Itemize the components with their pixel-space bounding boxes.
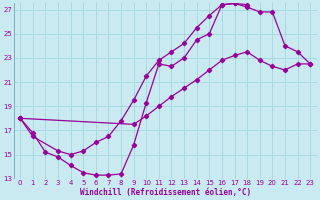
X-axis label: Windchill (Refroidissement éolien,°C): Windchill (Refroidissement éolien,°C) bbox=[80, 188, 251, 197]
